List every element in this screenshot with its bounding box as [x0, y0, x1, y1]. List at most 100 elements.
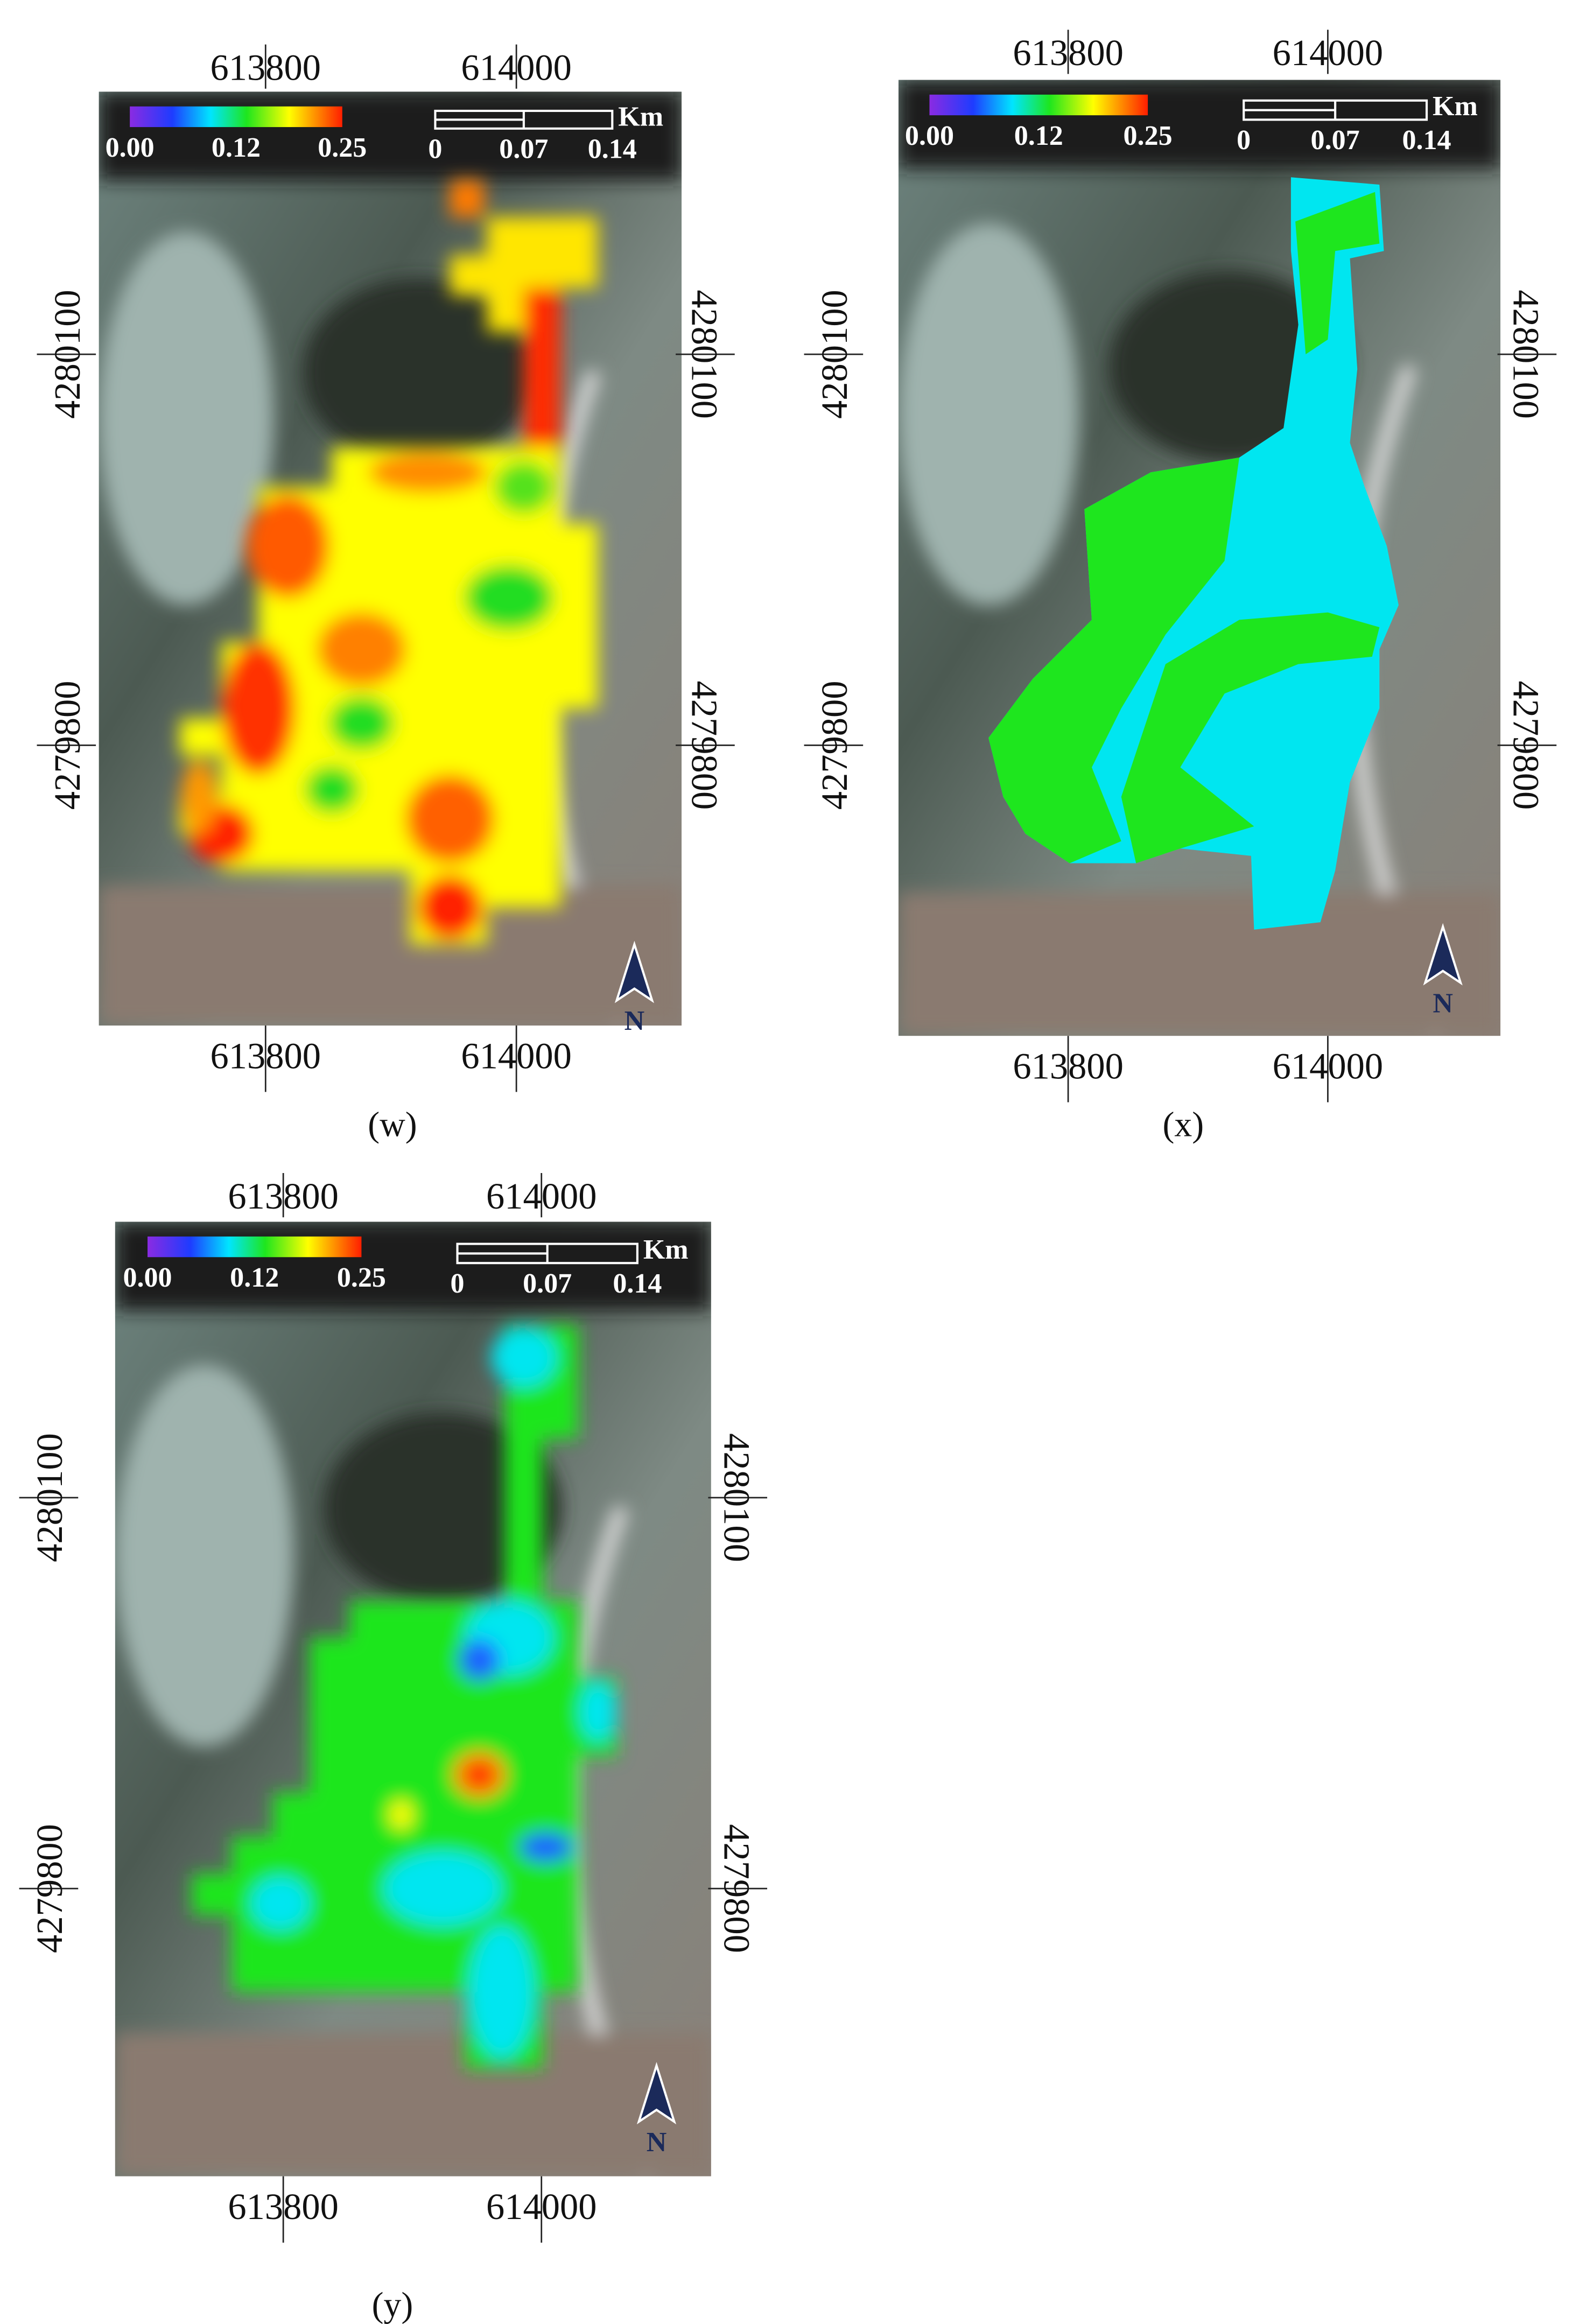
north-arrow — [1423, 923, 1463, 986]
overlay-patch — [383, 1851, 502, 1926]
overlay-patch — [459, 1639, 501, 1681]
overlay — [180, 180, 598, 945]
scale-label: 0 — [1237, 125, 1251, 156]
north-arrow — [614, 940, 655, 1003]
panel-caption: (w) — [368, 1105, 417, 1145]
overlay-patch — [246, 494, 329, 598]
light-area — [115, 1365, 294, 1747]
dark-forest — [324, 1413, 563, 1604]
x-tick-label: 614000 — [1273, 32, 1384, 73]
x-tick-label: 613800 — [210, 1035, 321, 1076]
x-tick-label: 614000 — [461, 47, 572, 88]
scale-label: 0.07 — [499, 134, 548, 165]
overlay-region — [450, 180, 484, 217]
map-image — [99, 92, 682, 1026]
x-tick-label: 613800 — [228, 1176, 338, 1217]
map-image — [115, 1221, 711, 2176]
y-tick-label: 4279800 — [684, 680, 725, 810]
scale-label: 0.14 — [613, 1268, 662, 1299]
overlay-patch — [405, 775, 495, 863]
y-tick-label: 4280100 — [47, 290, 88, 419]
colorbar — [148, 1236, 362, 1258]
map-panel: 613800 614000 613800 614000 4280100 4280100 42… — [804, 30, 1557, 1145]
overlay-patch — [465, 565, 553, 630]
overlay-patch — [519, 1832, 573, 1862]
overlay-patch — [369, 451, 487, 493]
x-tick-label: 614000 — [486, 1176, 596, 1217]
y-tick-label: 4280100 — [29, 1433, 70, 1562]
north-label: N — [1433, 988, 1453, 1019]
north-arrow — [636, 2062, 677, 2125]
colorbar-label: 0.00 — [905, 121, 954, 151]
lower-area — [115, 2033, 711, 2176]
y-tick-label: 4280100 — [814, 290, 855, 419]
overlay-patch — [465, 1761, 495, 1788]
overlay-patch — [317, 612, 406, 686]
x-tick-label: 613800 — [1013, 1046, 1123, 1087]
colorbar-label: 0.25 — [318, 132, 367, 163]
overlay-patch — [494, 460, 553, 514]
colorbar-label: 0.25 — [337, 1262, 386, 1293]
scale-unit: Km — [643, 1234, 689, 1265]
overlay-patch — [250, 1877, 310, 1930]
overlay-patch — [181, 760, 217, 834]
colorbar — [130, 106, 342, 128]
scale-label: 0.14 — [1402, 125, 1451, 156]
overlay-patch — [329, 696, 394, 750]
overlay-region — [1121, 612, 1380, 863]
north-label: N — [624, 1006, 645, 1036]
scale-label: 0 — [428, 134, 442, 165]
scale-label: 0.14 — [588, 134, 637, 165]
overlay-patch — [389, 1800, 413, 1830]
colorbar-label: 0.00 — [123, 1262, 172, 1293]
overlay-region — [523, 287, 561, 447]
y-tick-label: 4280100 — [1506, 290, 1547, 419]
y-tick-label: 4279800 — [717, 1824, 757, 1953]
colorbar-label: 0.12 — [230, 1262, 279, 1293]
y-tick-label: 4279800 — [47, 680, 88, 810]
map-panel: 613800 614000 613800 614000 4280100 4280100 42… — [19, 1173, 768, 2324]
overlay-patch — [305, 766, 359, 813]
panel-caption: (y) — [372, 2285, 413, 2324]
colorbar-label: 0.12 — [212, 132, 261, 163]
map-panel: 613800 614000 613800 614000 4280100 4280100 42… — [37, 44, 735, 1145]
lower-area — [898, 892, 1501, 1036]
colorbar — [929, 94, 1148, 116]
overlay-patch — [491, 1328, 557, 1387]
overlay-region — [450, 217, 598, 332]
map-image — [898, 80, 1501, 1036]
x-tick-label: 614000 — [461, 1035, 572, 1076]
light-area — [898, 223, 1079, 606]
x-tick-label: 614000 — [486, 2186, 596, 2227]
x-tick-label: 613800 — [228, 2186, 338, 2227]
light-area — [99, 231, 274, 606]
colorbar-label: 0.12 — [1014, 121, 1063, 151]
y-tick-label: 4279800 — [814, 680, 855, 810]
colorbar-label: 0.00 — [106, 132, 155, 163]
x-tick-label: 613800 — [210, 47, 321, 88]
lower-area — [99, 885, 682, 1026]
y-tick-label: 4279800 — [1506, 680, 1547, 810]
y-tick-label: 4279800 — [29, 1824, 70, 1953]
overlay-patch — [580, 1682, 615, 1742]
overlay-region — [988, 457, 1239, 863]
x-tick-label: 614000 — [1273, 1046, 1384, 1087]
scale-unit: Km — [1433, 91, 1478, 122]
colorbar-label: 0.25 — [1124, 121, 1173, 151]
overlay-patch — [469, 1925, 535, 2059]
terrain — [99, 92, 682, 1026]
north-label: N — [647, 2127, 667, 2158]
overlay — [192, 1325, 617, 2069]
scale-label: 0.07 — [523, 1268, 572, 1299]
dark-forest — [303, 278, 536, 466]
y-tick-label: 4280100 — [717, 1433, 757, 1562]
scale-label: 0.07 — [1311, 125, 1360, 156]
overlay-patch — [221, 642, 296, 775]
panel-caption: (x) — [1163, 1105, 1204, 1145]
overlay-patch — [417, 875, 483, 940]
overlay-region — [1295, 192, 1380, 355]
x-tick-label: 613800 — [1013, 32, 1123, 73]
scale-label: 0 — [451, 1268, 465, 1299]
scale-unit: Km — [618, 101, 663, 132]
